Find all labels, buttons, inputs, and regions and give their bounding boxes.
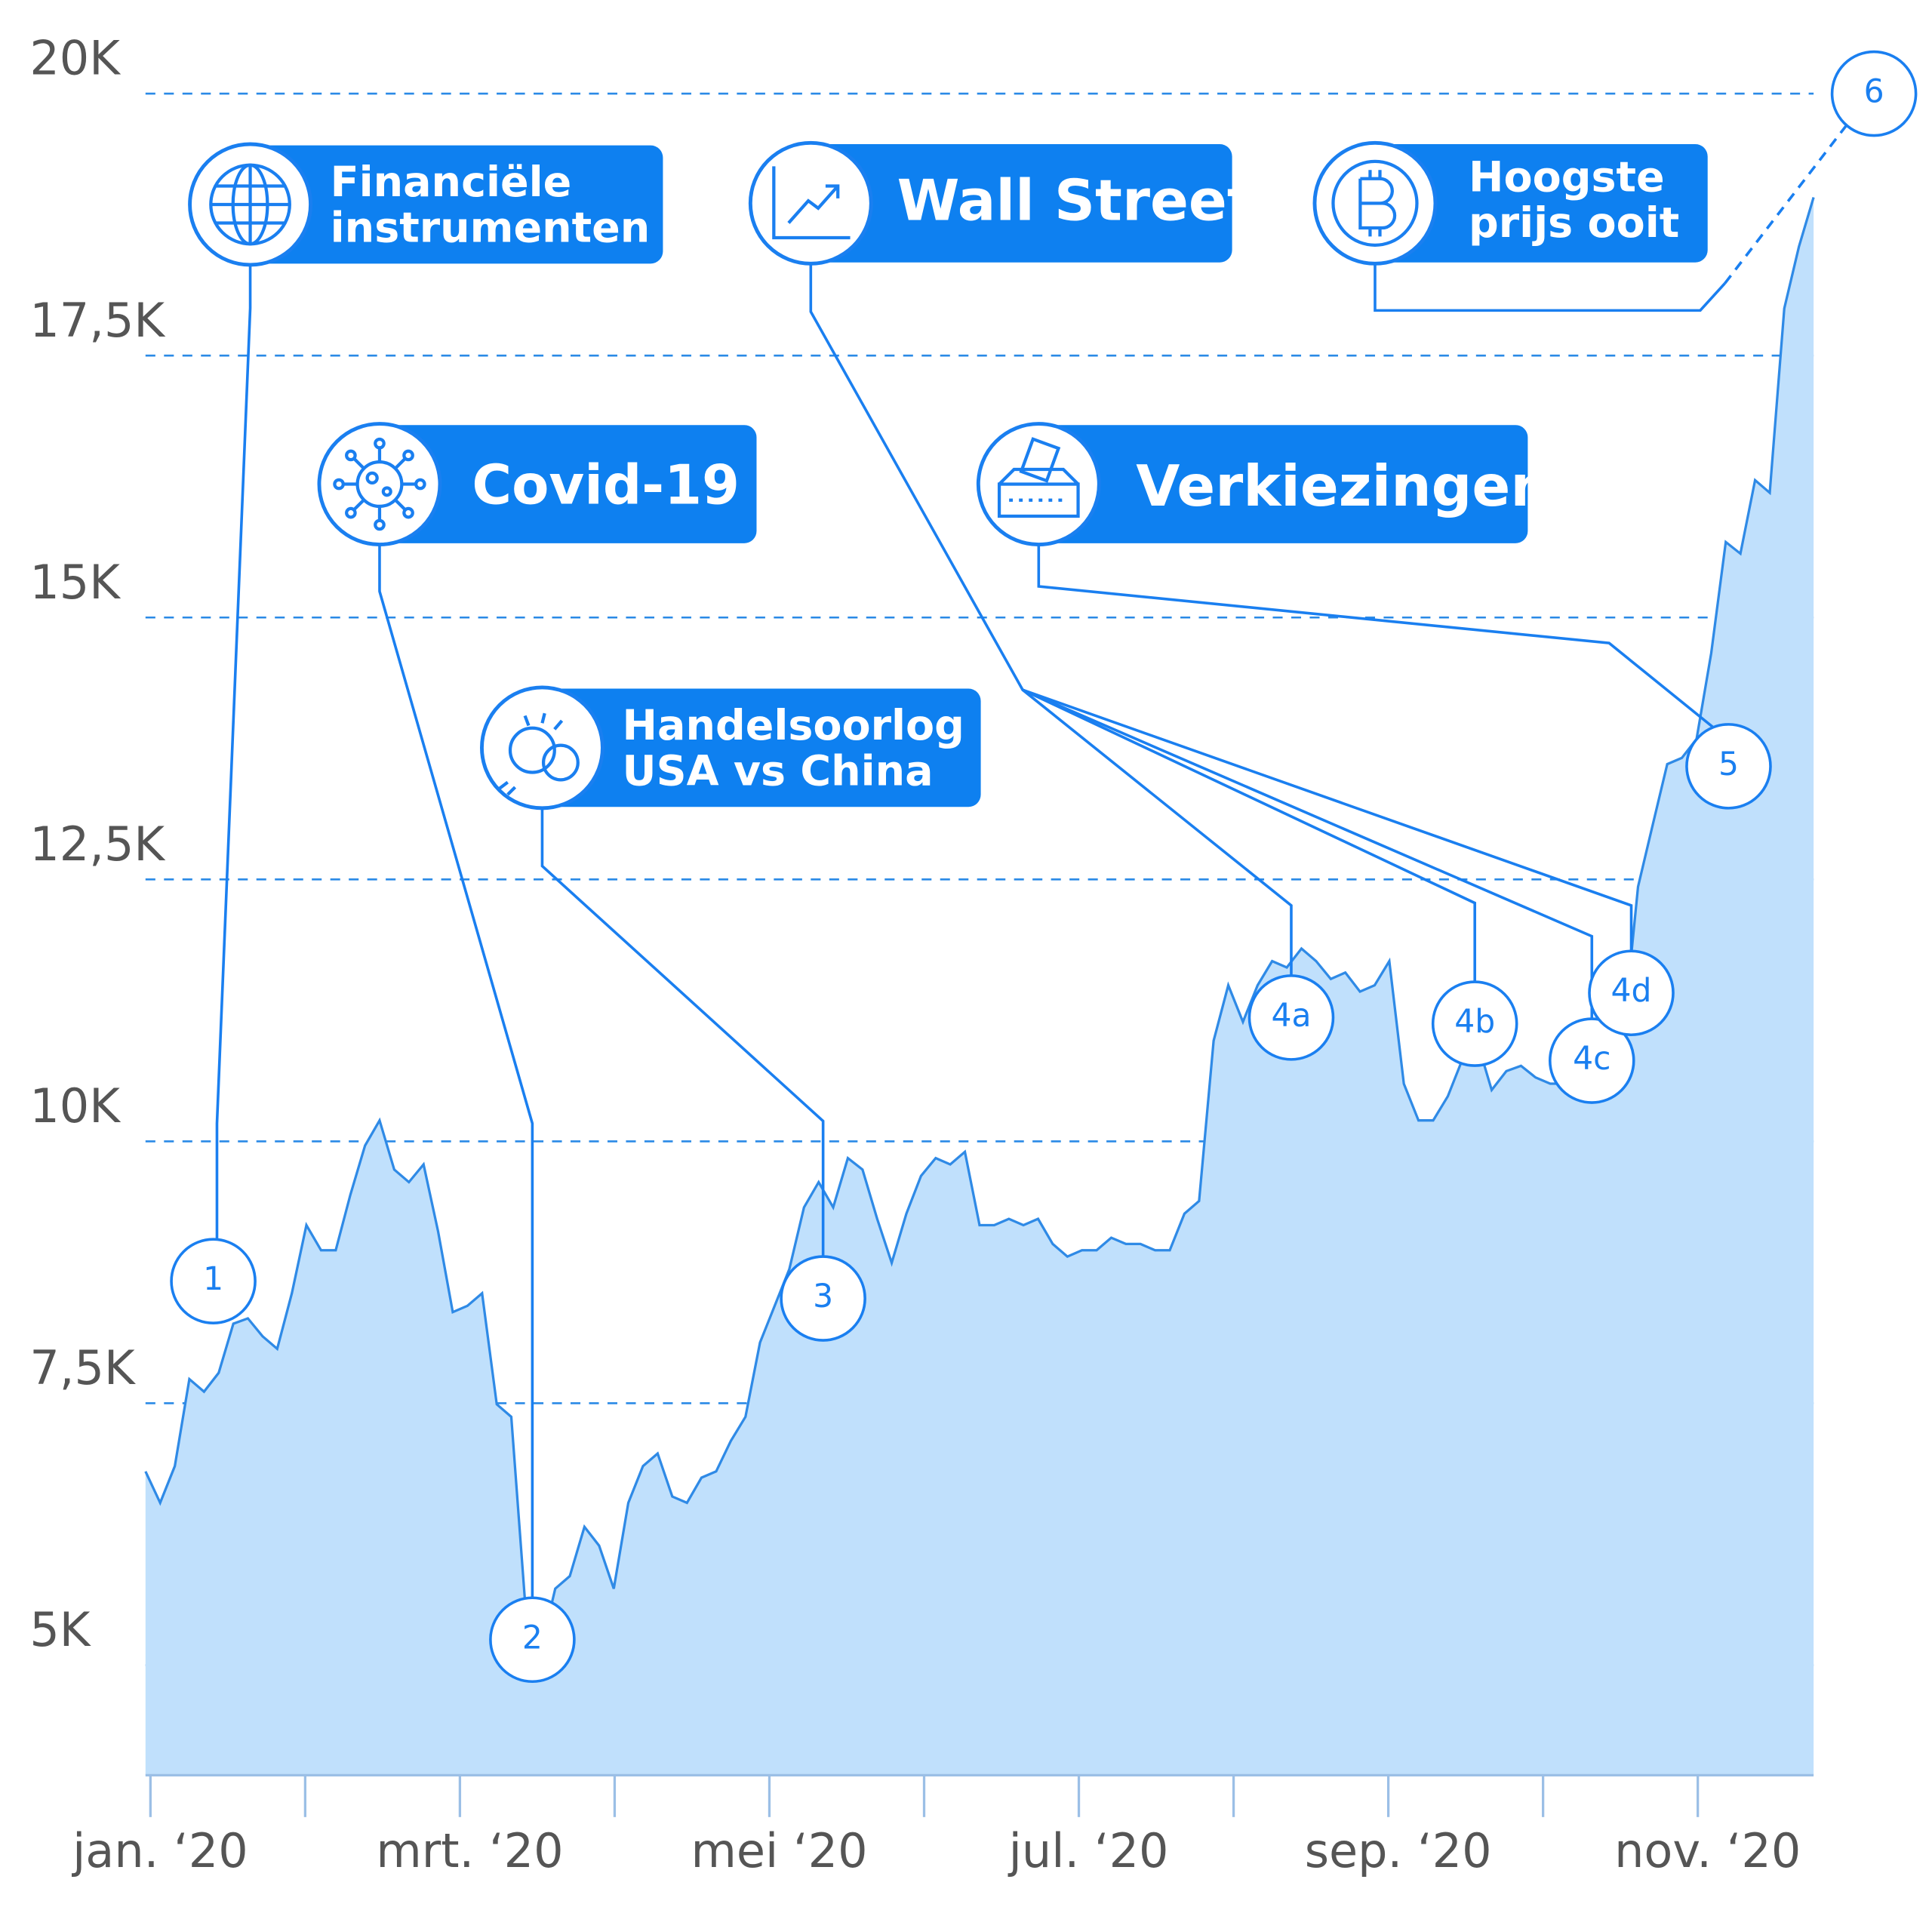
marker-label: 4c — [1573, 1041, 1611, 1078]
connector — [540, 807, 825, 1257]
callout-icon — [317, 422, 442, 546]
y-tick-label: 10K — [29, 1078, 121, 1133]
connectors — [215, 122, 1850, 1598]
marker-label: 4b — [1454, 1004, 1495, 1041]
connector — [1022, 688, 1476, 983]
y-tick-label: 12,5K — [29, 817, 165, 872]
line — [144, 197, 1815, 1655]
callout-text: Wall Street — [897, 167, 1254, 233]
y-tick-label: 5K — [29, 1602, 91, 1657]
marker-label: 3 — [813, 1278, 833, 1315]
marker-circle — [1830, 50, 1918, 137]
marker: 4a — [1247, 974, 1335, 1061]
marker-label: 1 — [203, 1261, 223, 1298]
icon-art — [497, 712, 580, 796]
icon-art — [1331, 159, 1419, 247]
x-tick-label: mei ‘20 — [691, 1823, 867, 1878]
icon-art — [333, 437, 426, 531]
icon-art — [997, 437, 1080, 518]
connector — [215, 263, 252, 1240]
marker-circle — [1431, 980, 1518, 1067]
callout-text: Hoogste — [1469, 152, 1665, 201]
callout-box — [1374, 143, 1708, 263]
marker: 4c — [1548, 1017, 1635, 1104]
marker-circle — [1247, 974, 1335, 1061]
marker-label: 4d — [1611, 973, 1652, 1010]
callout-text: Financiële — [331, 158, 572, 207]
callout-box — [1038, 425, 1528, 543]
marker: 3 — [780, 1255, 866, 1342]
marker-label: 6 — [1864, 74, 1884, 111]
y-tick-label: 7,5K — [29, 1340, 136, 1395]
y-tick-label: 15K — [29, 555, 121, 610]
callout-text: Covid-19 — [472, 454, 740, 517]
marker-circle — [780, 1255, 866, 1342]
y-tick-label: 17,5K — [29, 293, 165, 348]
marker-circle — [170, 1238, 257, 1325]
marker: 2 — [489, 1596, 576, 1684]
grid: 5K 7,5K 10K 12,5K 15K 17,5K 20K — [29, 31, 1814, 1666]
connector — [1037, 544, 1714, 728]
callout-box — [811, 143, 1232, 263]
callout-text: Verkiezingen — [1136, 453, 1551, 519]
callout-text: Handelsoorlog — [623, 701, 964, 750]
marker: 4d — [1588, 949, 1675, 1037]
x-tick-label: nov. ‘20 — [1614, 1823, 1801, 1878]
marker-label: 2 — [522, 1619, 543, 1656]
marker-label: 4a — [1271, 998, 1311, 1035]
x-tick-label: jan. ‘20 — [71, 1823, 248, 1878]
icon-art — [209, 163, 291, 246]
connector — [809, 262, 1293, 976]
x-tick-label: mrt. ‘20 — [376, 1823, 563, 1878]
callout-icon — [480, 685, 605, 810]
marker: 4b — [1431, 980, 1518, 1067]
marker-circle — [1685, 723, 1772, 810]
marker: 5 — [1685, 723, 1772, 810]
marker: 1 — [170, 1238, 257, 1325]
connector — [1374, 262, 1726, 312]
x-tick-label: jul. ‘20 — [1008, 1823, 1169, 1878]
callout-text: prijs ooit — [1469, 198, 1679, 248]
marker-circle — [1588, 949, 1675, 1037]
callout-box — [250, 145, 663, 264]
connector — [1724, 122, 1850, 285]
marker-circle — [1548, 1017, 1635, 1104]
area-fill — [145, 197, 1814, 1776]
marker-circle — [489, 1596, 576, 1684]
x-tick-label: sep. ‘20 — [1305, 1823, 1492, 1878]
area-layer: jan. ‘20 mrt. ‘20 mei ‘20 jul. ‘20 sep. ‘20 n… — [71, 197, 1815, 1878]
icon-art — [772, 166, 851, 240]
connector — [378, 544, 534, 1598]
callout-text: instrumenten — [331, 203, 651, 252]
connector — [1022, 688, 1633, 952]
marker: 6 — [1830, 50, 1918, 137]
callout-box — [542, 688, 981, 807]
callout-box — [379, 425, 757, 543]
y-tick-label: 20K — [29, 31, 121, 86]
callout-text: USA vs China — [623, 746, 934, 795]
marker-label: 5 — [1718, 746, 1739, 783]
